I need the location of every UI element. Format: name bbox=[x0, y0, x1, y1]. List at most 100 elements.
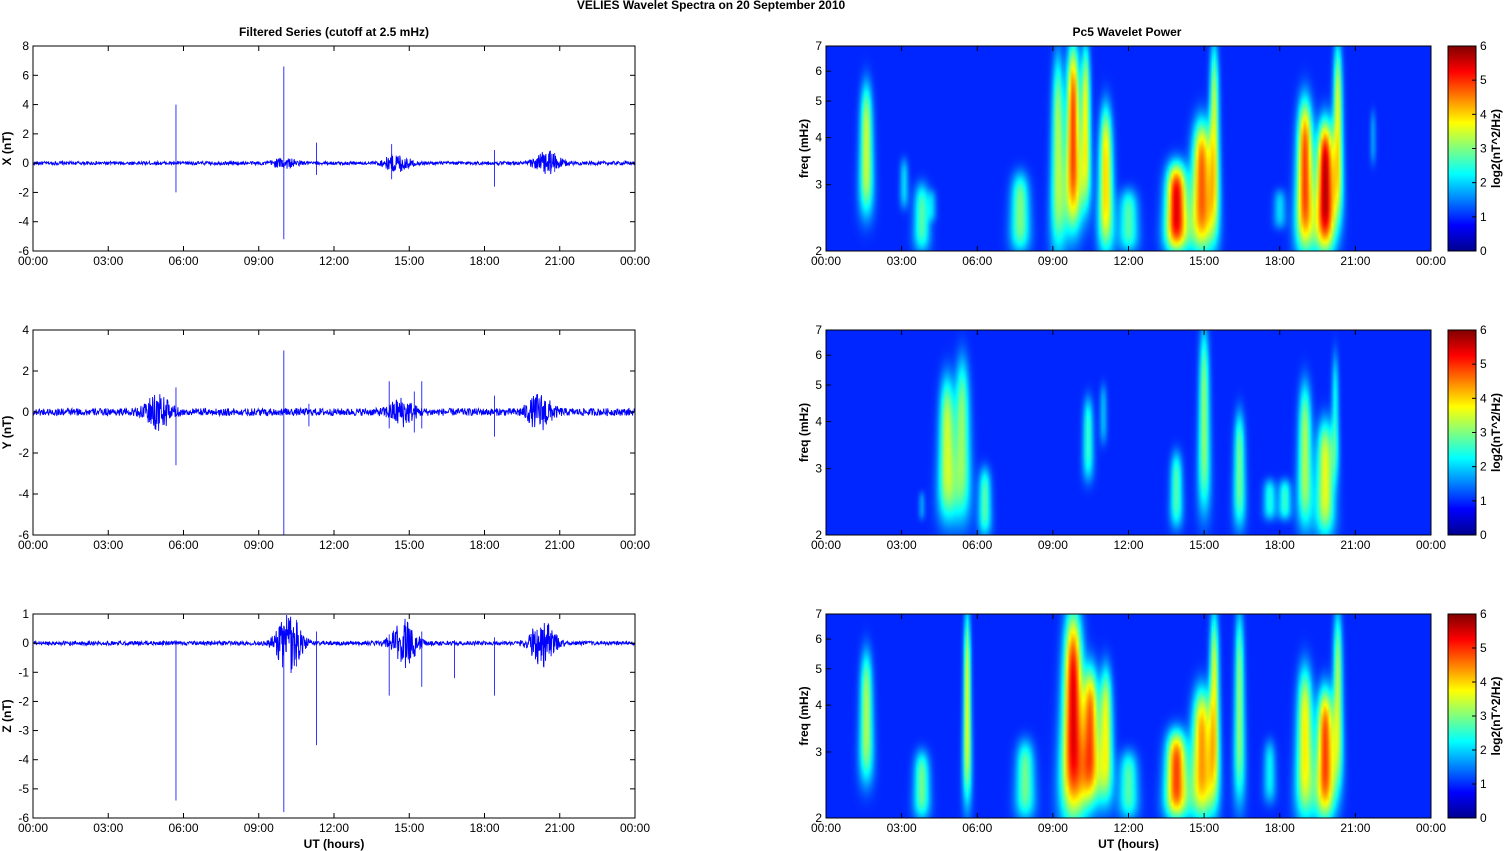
power-panel-z-power: 2 3 4 5 6 7 freq (mHz) 00:00 03:00 06:00 09:00 12:0… bbox=[797, 607, 1503, 851]
y-tick-label: -3 bbox=[18, 724, 29, 738]
x-tick-label: 21:00 bbox=[1340, 254, 1370, 268]
y-tick-label: -2 bbox=[18, 694, 29, 708]
y-tick-label: 4 bbox=[22, 323, 29, 337]
x-tick-label: 06:00 bbox=[962, 538, 992, 552]
x-tick-label: 03:00 bbox=[887, 821, 917, 835]
y-axis-label: Y (nT) bbox=[0, 416, 14, 450]
colorbar-tick-label: 3 bbox=[1480, 709, 1487, 723]
colorbar-tick-label: 6 bbox=[1480, 39, 1487, 53]
y-tick-label: 7 bbox=[815, 323, 822, 337]
x-tick-label: 18:00 bbox=[469, 538, 499, 552]
x-tick-label: 00:00 bbox=[1416, 821, 1446, 835]
x-tick-label: 09:00 bbox=[244, 254, 274, 268]
colorbar-tick-label: 4 bbox=[1480, 675, 1487, 689]
power-panel-x-power: 2 3 4 5 6 7 freq (mHz) 00:00 03:00 06:00 09:00 12:0… bbox=[797, 39, 1503, 268]
series-panel-x: -6 -4 -2 0 2 4 6 8 X (nT) 00:00 03:00 06:00 09:00 12:… bbox=[0, 39, 650, 268]
y-tick-label: 6 bbox=[22, 68, 29, 82]
y-tick-label: 5 bbox=[815, 94, 822, 108]
series-line-y bbox=[32, 394, 636, 431]
x-tick-label: 15:00 bbox=[1189, 538, 1219, 552]
x-axis-label: UT (hours) bbox=[1098, 837, 1159, 851]
colorbar-tick-label: 6 bbox=[1480, 607, 1487, 621]
y-tick-label: 7 bbox=[815, 607, 822, 621]
figure-suptitle: VELIES Wavelet Spectra on 20 September 2… bbox=[577, 0, 846, 12]
y-tick-label: -1 bbox=[18, 665, 29, 679]
x-tick-label: 21:00 bbox=[545, 821, 575, 835]
x-tick-label: 09:00 bbox=[1038, 538, 1068, 552]
y-tick-label: 8 bbox=[22, 39, 29, 53]
colorbar-tick-label: 2 bbox=[1480, 743, 1487, 757]
colorbar-tick-label: 1 bbox=[1480, 494, 1487, 508]
colorbar-tick-label: 1 bbox=[1480, 777, 1487, 791]
y-tick-label: -2 bbox=[18, 446, 29, 460]
series-line-z bbox=[32, 615, 636, 673]
x-tick-label: 12:00 bbox=[1113, 254, 1143, 268]
x-tick-label: 15:00 bbox=[394, 821, 424, 835]
y-tick-label: -4 bbox=[18, 753, 29, 767]
colorbar-tick-label: 5 bbox=[1480, 641, 1487, 655]
x-tick-label: 12:00 bbox=[1113, 538, 1143, 552]
plot-area bbox=[33, 614, 635, 818]
x-tick-label: 09:00 bbox=[1038, 254, 1068, 268]
series-panel-y: -6 -4 -2 0 2 4 Y (nT) 00:00 03:00 06:00 09:00 12:00… bbox=[0, 323, 650, 552]
y-tick-label: 4 bbox=[815, 131, 822, 145]
x-tick-label: 06:00 bbox=[962, 254, 992, 268]
y-tick-label: 6 bbox=[815, 64, 822, 78]
y-axis-label: X (nT) bbox=[0, 132, 14, 166]
colorbar-label: log2(nT^2/Hz) bbox=[1489, 676, 1503, 755]
x-tick-label: 03:00 bbox=[93, 538, 123, 552]
series-line-x bbox=[32, 150, 636, 175]
x-tick-label: 00:00 bbox=[1416, 538, 1446, 552]
y-tick-label: -6 bbox=[18, 528, 29, 542]
x-tick-label: 00:00 bbox=[620, 821, 650, 835]
colorbar-tick-label: 5 bbox=[1480, 357, 1487, 371]
left-column-title: Filtered Series (cutoff at 2.5 mHz) bbox=[239, 25, 429, 39]
colorbar bbox=[1448, 46, 1476, 251]
x-tick-label: 15:00 bbox=[394, 254, 424, 268]
colorbar bbox=[1448, 614, 1476, 818]
y-tick-label: -5 bbox=[18, 782, 29, 796]
power-heatmap bbox=[826, 330, 1431, 535]
x-tick-label: 12:00 bbox=[319, 538, 349, 552]
series-panel-z: -6 -5 -4 -3 -2 -1 0 1 Z (nT) 00:00 03:00 06:00 09:00… bbox=[0, 607, 650, 851]
x-tick-label: 12:00 bbox=[319, 254, 349, 268]
x-axis-label: UT (hours) bbox=[304, 837, 365, 851]
colorbar-tick-label: 4 bbox=[1480, 391, 1487, 405]
y-tick-label: -6 bbox=[18, 244, 29, 258]
plot-area bbox=[33, 330, 635, 535]
colorbar-tick-label: 5 bbox=[1480, 73, 1487, 87]
x-tick-label: 00:00 bbox=[620, 254, 650, 268]
colorbar-tick-label: 0 bbox=[1480, 811, 1487, 825]
x-tick-label: 09:00 bbox=[244, 821, 274, 835]
x-tick-label: 00:00 bbox=[811, 821, 841, 835]
colorbar-tick-label: 3 bbox=[1480, 426, 1487, 440]
colorbar-tick-label: 1 bbox=[1480, 210, 1487, 224]
x-tick-label: 21:00 bbox=[1340, 538, 1370, 552]
y-tick-label: 4 bbox=[815, 698, 822, 712]
x-tick-label: 00:00 bbox=[620, 538, 650, 552]
x-tick-label: 09:00 bbox=[244, 538, 274, 552]
x-tick-label: 15:00 bbox=[1189, 821, 1219, 835]
y-tick-label: 3 bbox=[815, 178, 822, 192]
x-tick-label: 18:00 bbox=[469, 254, 499, 268]
power-heatmap bbox=[826, 46, 1431, 251]
colorbar-tick-label: 2 bbox=[1480, 176, 1487, 190]
x-tick-label: 00:00 bbox=[18, 254, 48, 268]
x-tick-label: 00:00 bbox=[18, 821, 48, 835]
x-tick-label: 18:00 bbox=[1265, 254, 1295, 268]
x-tick-label: 12:00 bbox=[319, 821, 349, 835]
colorbar-tick-label: 4 bbox=[1480, 107, 1487, 121]
x-tick-label: 18:00 bbox=[1265, 538, 1295, 552]
x-tick-label: 09:00 bbox=[1038, 821, 1068, 835]
colorbar bbox=[1448, 330, 1476, 535]
y-tick-label: 3 bbox=[815, 745, 822, 759]
x-tick-label: 06:00 bbox=[962, 821, 992, 835]
x-tick-label: 00:00 bbox=[811, 254, 841, 268]
y-tick-label: 4 bbox=[815, 415, 822, 429]
y-tick-label: 4 bbox=[22, 98, 29, 112]
x-tick-label: 18:00 bbox=[1265, 821, 1295, 835]
plot-area bbox=[33, 46, 635, 251]
y-axis-label: Z (nT) bbox=[0, 699, 14, 732]
y-tick-label: -4 bbox=[18, 487, 29, 501]
